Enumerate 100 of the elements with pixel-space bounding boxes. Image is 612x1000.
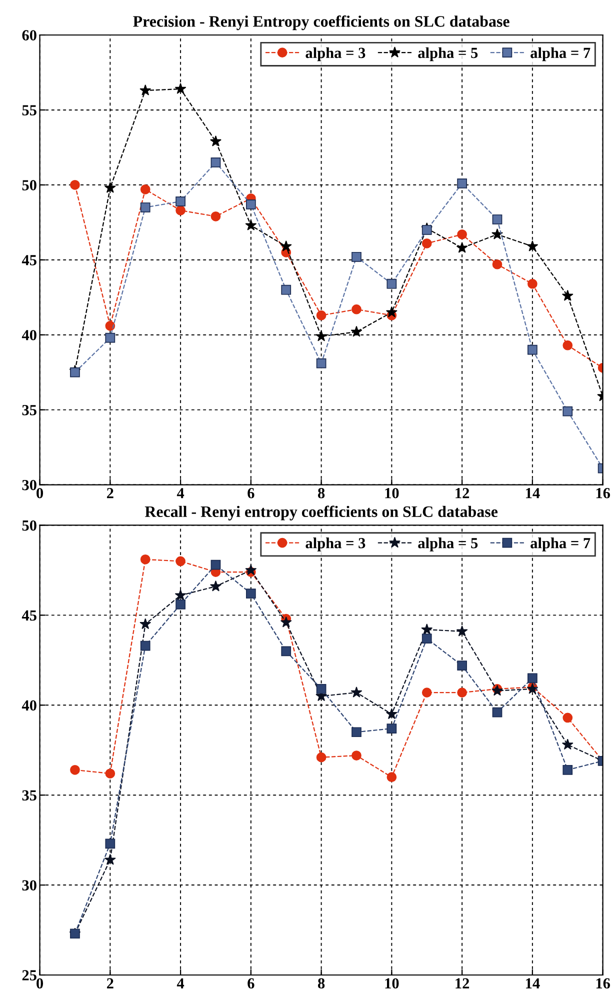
x-tick-label: 2 bbox=[106, 488, 114, 498]
point bbox=[316, 684, 326, 694]
point bbox=[210, 158, 221, 168]
y-tick-label: 35 bbox=[22, 790, 36, 801]
point bbox=[492, 259, 502, 270]
legend-label: alpha = 5 bbox=[418, 538, 478, 552]
y-tick-label: 40 bbox=[22, 330, 36, 340]
point bbox=[352, 750, 362, 760]
point bbox=[140, 202, 150, 212]
point bbox=[562, 764, 573, 775]
chart-title: Recall - Renyi entropy coefficients on SLC database bbox=[144, 506, 498, 520]
chart-title: Precision - Renyi Entropy coefficients on SLC database bbox=[133, 15, 510, 30]
point bbox=[70, 367, 80, 378]
legend-label: alpha = 3 bbox=[306, 538, 366, 552]
point bbox=[105, 320, 116, 331]
point bbox=[280, 616, 292, 628]
point bbox=[457, 688, 467, 698]
point bbox=[104, 854, 116, 865]
point bbox=[140, 554, 150, 564]
point bbox=[350, 326, 362, 337]
point bbox=[281, 284, 292, 295]
x-tick-label: 6 bbox=[248, 488, 254, 498]
point bbox=[457, 178, 467, 188]
point bbox=[174, 82, 186, 94]
x-tick-label: 4 bbox=[176, 978, 184, 988]
legend-label: alpha = 5 bbox=[418, 47, 478, 62]
point bbox=[210, 135, 222, 146]
x-tick-label: 0 bbox=[36, 488, 44, 498]
point bbox=[386, 708, 398, 720]
x-tick-label: 4 bbox=[176, 488, 184, 498]
point bbox=[70, 764, 80, 775]
point bbox=[245, 564, 257, 576]
point bbox=[140, 618, 152, 630]
point bbox=[210, 580, 222, 592]
x-tick-label: 8 bbox=[318, 978, 325, 989]
x-tick-label: 10 bbox=[385, 978, 399, 989]
point bbox=[246, 588, 256, 599]
legend-label: alpha = 3 bbox=[306, 47, 366, 62]
point bbox=[210, 560, 221, 570]
point bbox=[140, 184, 150, 194]
y-tick-label: 45 bbox=[22, 255, 36, 266]
point bbox=[562, 406, 573, 416]
point bbox=[352, 304, 362, 314]
point bbox=[316, 310, 326, 320]
point bbox=[140, 84, 152, 96]
point bbox=[386, 306, 398, 318]
point bbox=[422, 634, 432, 644]
point bbox=[456, 242, 468, 253]
point bbox=[422, 224, 432, 235]
point bbox=[105, 768, 116, 778]
point bbox=[456, 625, 468, 636]
x-tick-label: 14 bbox=[526, 978, 540, 988]
point bbox=[281, 646, 292, 656]
point bbox=[492, 707, 502, 718]
point bbox=[210, 211, 221, 222]
point bbox=[280, 240, 292, 252]
point bbox=[140, 640, 150, 651]
point bbox=[528, 673, 538, 684]
point bbox=[176, 599, 186, 610]
x-tick-label: 2 bbox=[106, 978, 114, 988]
x-tick-label: 0 bbox=[36, 978, 44, 989]
y-tick-label: 55 bbox=[22, 105, 36, 116]
point bbox=[350, 686, 362, 698]
point bbox=[457, 660, 467, 670]
point bbox=[528, 344, 538, 355]
y-tick-label: 45 bbox=[22, 610, 36, 621]
point bbox=[562, 738, 574, 750]
y-tick-label: 30 bbox=[22, 480, 36, 490]
point bbox=[176, 556, 186, 566]
point bbox=[528, 278, 538, 289]
point bbox=[422, 238, 432, 248]
y-tick-label: 50 bbox=[22, 520, 36, 531]
x-tick-label: 12 bbox=[456, 978, 470, 988]
x-tick-label: 16 bbox=[596, 488, 610, 498]
legend-label: alpha = 7 bbox=[530, 538, 590, 552]
point bbox=[104, 182, 116, 193]
point bbox=[386, 278, 397, 289]
point bbox=[352, 727, 362, 738]
point bbox=[386, 724, 397, 734]
y-tick-label: 40 bbox=[22, 700, 36, 711]
point bbox=[176, 205, 186, 216]
x-tick-label: 16 bbox=[596, 978, 610, 989]
point bbox=[246, 199, 256, 210]
point bbox=[352, 252, 362, 262]
point bbox=[174, 589, 186, 600]
x-tick-label: 12 bbox=[456, 488, 470, 498]
y-tick-label: 60 bbox=[22, 30, 36, 40]
point bbox=[492, 228, 503, 240]
y-tick-label: 50 bbox=[22, 180, 36, 190]
x-tick-label: 14 bbox=[526, 488, 540, 498]
x-tick-label: 8 bbox=[318, 488, 325, 498]
point bbox=[316, 330, 328, 342]
point bbox=[457, 229, 467, 240]
point bbox=[105, 332, 116, 343]
point bbox=[386, 772, 397, 782]
point bbox=[176, 196, 186, 206]
point bbox=[421, 624, 433, 634]
point bbox=[492, 214, 502, 224]
point bbox=[316, 358, 326, 368]
point bbox=[562, 340, 573, 350]
